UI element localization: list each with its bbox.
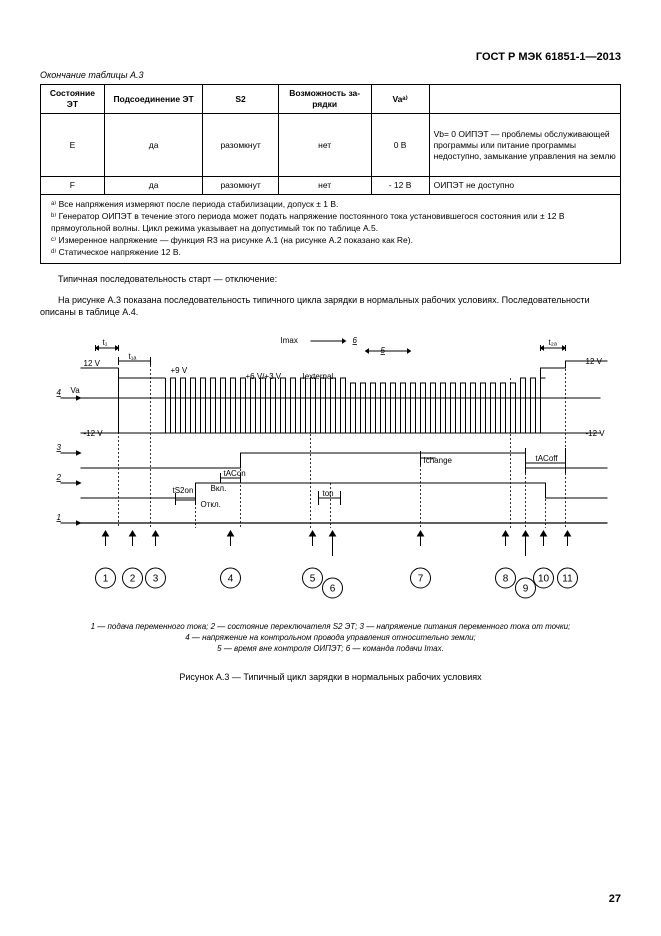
cell-va: 0 В <box>371 114 429 177</box>
table-header-row: Состояние ЭТ Подсоединение ЭТ S2 Возможн… <box>41 84 621 113</box>
lbl-otkl: Откл. <box>201 500 221 509</box>
svg-text:1: 1 <box>103 573 109 584</box>
lbl-t2a: t₂ₐ <box>549 338 558 347</box>
side-2: 2 <box>56 473 62 482</box>
svg-text:7: 7 <box>418 573 424 584</box>
table-footnotes-row: ᵃ⁾ Все напряжения измеряют после периода… <box>41 195 621 263</box>
svg-text:5: 5 <box>310 573 316 584</box>
side-1: 1 <box>57 513 61 522</box>
cell-conn: да <box>104 114 203 177</box>
lbl-t1: t₁ <box>103 338 108 347</box>
cell-state: E <box>41 114 105 177</box>
lbl-ichange: Ichange <box>424 456 453 465</box>
th-charge: Возможность за- рядки <box>278 84 371 113</box>
svg-text:3: 3 <box>153 573 159 584</box>
lbl-tacoff: tACoff <box>536 454 559 463</box>
th-conn: Подсоединение ЭТ <box>104 84 203 113</box>
svg-text:2: 2 <box>130 573 136 584</box>
timing-diagram-svg: 1 2 3 4 5 6 7 8 9 10 11 t₁ t₁ₐ t₂ₐ 12 V +9 V +6 V/… <box>40 333 621 603</box>
svg-text:10: 10 <box>538 573 550 584</box>
legend-line: 5 — время вне контроля ОИПЭТ; 6 — команд… <box>217 644 444 653</box>
cell-s2: разомкнут <box>203 177 278 195</box>
lbl-m12r: -12 V <box>586 429 606 438</box>
lbl-t1a: t₁ₐ <box>129 352 138 361</box>
lbl-vkl: Вкл. <box>211 484 227 493</box>
figure-legend: 1 — подача переменного тока; 2 — состоян… <box>40 621 621 655</box>
lbl-9v: +9 V <box>171 366 188 375</box>
legend-line: 4 — напряжение на контрольном провода уп… <box>185 633 476 642</box>
th-state: Состояние ЭТ <box>41 84 105 113</box>
lbl-va: Va <box>71 386 81 395</box>
page-number: 27 <box>609 892 621 906</box>
paragraph: На рисунке А.3 показана последовательнос… <box>40 295 621 318</box>
side-4: 4 <box>57 388 62 397</box>
figure-caption: Рисунок А.3 — Типичный цикл зарядки в но… <box>40 672 621 684</box>
cell-note: Vb= 0 ОИПЭТ — проблемы обслуживающей про… <box>429 114 620 177</box>
cell-va: - 12 В <box>371 177 429 195</box>
paragraph: Типичная последовательность старт — откл… <box>40 274 621 286</box>
document-header: ГОСТ Р МЭК 61851-1—2013 <box>40 50 621 64</box>
table-footnotes: ᵃ⁾ Все напряжения измеряют после периода… <box>41 195 621 263</box>
lbl-six: 6 <box>353 336 358 345</box>
side-3: 3 <box>57 443 62 452</box>
table-a3: Состояние ЭТ Подсоединение ЭТ S2 Возможн… <box>40 84 621 264</box>
table-row: F да разомкнут нет - 12 В ОИПЭТ не досту… <box>41 177 621 195</box>
lbl-five: 5 <box>381 346 386 355</box>
th-s2: S2 <box>203 84 278 113</box>
svg-text:4: 4 <box>228 573 234 584</box>
svg-text:9: 9 <box>523 583 529 594</box>
lbl-12vr: 12 V <box>586 357 603 366</box>
svg-text:11: 11 <box>562 573 573 584</box>
lbl-ts2on: tS2on <box>173 486 194 495</box>
cell-charge: нет <box>278 114 371 177</box>
table-continuation-label: Окончание таблицы А.3 <box>40 70 621 82</box>
cell-conn: да <box>104 177 203 195</box>
svg-text:6: 6 <box>330 583 336 594</box>
cell-state: F <box>41 177 105 195</box>
figure-a3-diagram: 1 2 3 4 5 6 7 8 9 10 11 t₁ t₁ₐ t₂ₐ 12 V +9 V +6 V/… <box>40 333 621 603</box>
th-note <box>429 84 620 113</box>
page-container: ГОСТ Р МЭК 61851-1—2013 Окончание таблиц… <box>0 0 661 936</box>
footnote: ᵈ⁾ Статическое напряжение 12 В. <box>51 247 610 259</box>
footnote: ᵃ⁾ Все напряжения измеряют после периода… <box>51 199 610 211</box>
legend-line: 1 — подача переменного тока; 2 — состоян… <box>91 622 571 631</box>
cell-charge: нет <box>278 177 371 195</box>
lbl-12v: 12 V <box>84 359 101 368</box>
footnote: ᶜ⁾ Измеренное напряжение — функция R3 на… <box>51 235 610 247</box>
lbl-iext: Iexternal <box>303 372 334 381</box>
footnote: ᵇ⁾ Генератор ОИПЭТ в течение этого перио… <box>51 211 610 235</box>
cell-note: ОИПЭТ не доступно <box>429 177 620 195</box>
svg-text:8: 8 <box>503 573 509 584</box>
lbl-tacon: tACon <box>224 469 246 478</box>
lbl-m12: -12 V <box>84 429 104 438</box>
lbl-ton: ton <box>323 489 334 498</box>
th-va: Vaᵃ⁾ <box>371 84 429 113</box>
lbl-imax: Imax <box>281 336 298 345</box>
table-row: E да разомкнут нет 0 В Vb= 0 ОИПЭТ — про… <box>41 114 621 177</box>
cell-s2: разомкнут <box>203 114 278 177</box>
lbl-6v3v: +6 V/+3 V <box>246 372 282 381</box>
